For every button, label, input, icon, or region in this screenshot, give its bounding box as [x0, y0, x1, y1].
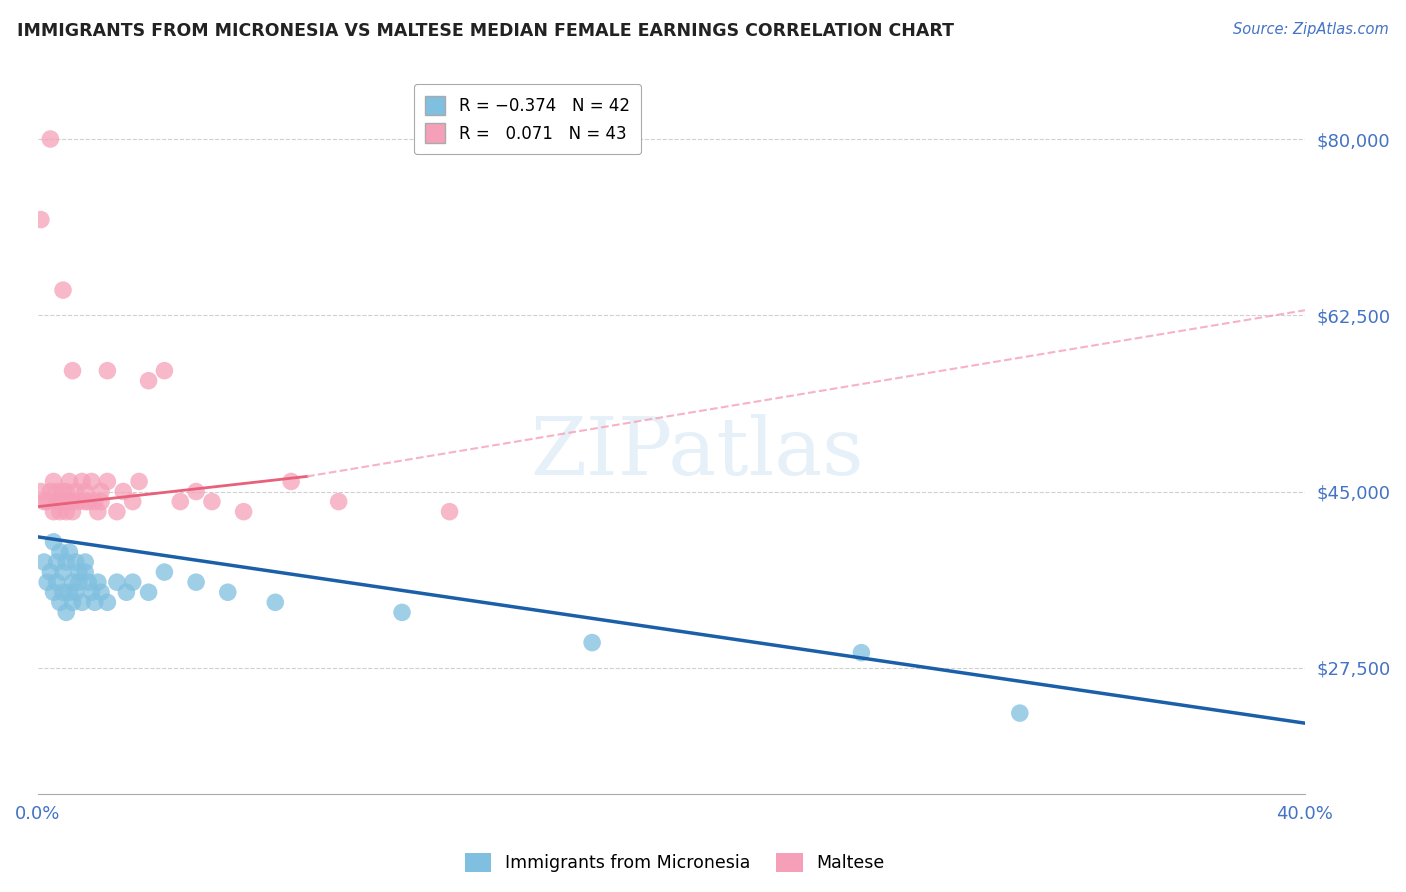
Point [32, 494, 55, 508]
Point [90, 494, 112, 508]
Point [49, 595, 72, 609]
Point [70, 595, 93, 609]
Point [96, 364, 118, 378]
Point [52, 585, 75, 599]
Point [391, 606, 413, 620]
Point [217, 585, 239, 599]
Point [138, 374, 160, 388]
Point [851, 646, 873, 660]
Point [77, 575, 100, 590]
Point [52, 283, 75, 297]
Point [55, 484, 77, 499]
Point [1008, 706, 1031, 720]
Point [96, 595, 118, 609]
Point [169, 494, 191, 508]
Point [70, 475, 93, 489]
Point [105, 575, 128, 590]
Point [121, 575, 143, 590]
Point [77, 494, 100, 508]
Point [153, 364, 176, 378]
Point [65, 484, 87, 499]
Point [42, 505, 65, 519]
Point [65, 555, 87, 569]
Point [184, 484, 207, 499]
Point [87, 575, 110, 590]
Point [80, 475, 103, 489]
Point [42, 585, 65, 599]
Point [581, 635, 603, 649]
Point [105, 505, 128, 519]
Point [32, 555, 55, 569]
Point [83, 595, 105, 609]
Point [80, 585, 103, 599]
Point [42, 475, 65, 489]
Point [45, 494, 67, 508]
Point [138, 585, 160, 599]
Point [87, 505, 110, 519]
Point [112, 484, 135, 499]
Point [55, 505, 77, 519]
Point [328, 494, 350, 508]
Point [37, 494, 59, 508]
Point [90, 585, 112, 599]
Point [55, 606, 77, 620]
Point [83, 494, 105, 508]
Point [90, 484, 112, 499]
Text: Source: ZipAtlas.com: Source: ZipAtlas.com [1233, 22, 1389, 37]
Point [439, 505, 461, 519]
Point [49, 494, 72, 508]
Point [37, 575, 59, 590]
Point [42, 534, 65, 549]
Point [67, 494, 90, 508]
Point [232, 505, 254, 519]
Point [121, 494, 143, 508]
Point [58, 545, 80, 559]
Point [52, 484, 75, 499]
Point [55, 555, 77, 569]
Point [75, 565, 97, 579]
Point [49, 545, 72, 559]
Point [96, 475, 118, 489]
Point [128, 475, 150, 489]
Point [52, 494, 75, 508]
Point [153, 565, 176, 579]
Point [30, 484, 52, 499]
Point [62, 364, 84, 378]
Point [45, 575, 67, 590]
Point [62, 494, 84, 508]
Point [67, 565, 90, 579]
Point [75, 484, 97, 499]
Point [52, 565, 75, 579]
Point [62, 575, 84, 590]
Point [62, 595, 84, 609]
Legend: R = −0.374   N = 42, R =   0.071   N = 43: R = −0.374 N = 42, R = 0.071 N = 43 [413, 84, 641, 154]
Point [280, 475, 302, 489]
Point [30, 212, 52, 227]
Text: IMMIGRANTS FROM MICRONESIA VS MALTESE MEDIAN FEMALE EARNINGS CORRELATION CHART: IMMIGRANTS FROM MICRONESIA VS MALTESE ME… [17, 22, 953, 40]
Point [39, 484, 62, 499]
Text: ZIPatlas: ZIPatlas [530, 414, 863, 491]
Point [75, 555, 97, 569]
Legend: Immigrants from Micronesia, Maltese: Immigrants from Micronesia, Maltese [458, 846, 891, 879]
Point [67, 575, 90, 590]
Point [45, 555, 67, 569]
Point [45, 484, 67, 499]
Point [184, 575, 207, 590]
Point [201, 494, 224, 508]
Point [264, 595, 287, 609]
Point [58, 585, 80, 599]
Point [115, 585, 138, 599]
Point [58, 475, 80, 489]
Point [39, 565, 62, 579]
Point [65, 585, 87, 599]
Point [58, 494, 80, 508]
Point [75, 494, 97, 508]
Point [62, 505, 84, 519]
Point [39, 132, 62, 146]
Point [49, 505, 72, 519]
